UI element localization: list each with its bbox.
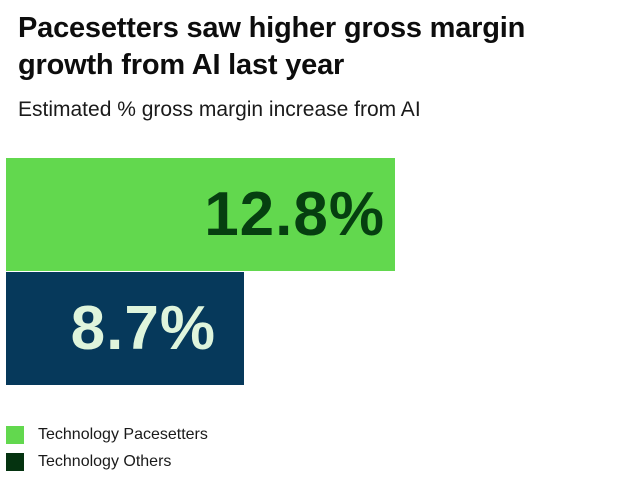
legend-item-pacesetters: Technology Pacesetters [6,422,208,448]
chart-subtitle: Estimated % gross margin increase from A… [18,98,421,121]
bar-value-label: 8.7% [70,294,216,363]
legend-swatch [6,453,24,471]
legend-label: Technology Pacesetters [38,426,208,443]
legend-label: Technology Others [38,453,172,470]
legend-swatch [6,426,24,444]
bar-technology-pacesetters: 12.8% [6,158,395,271]
chart-title: Pacesetters saw higher gross margin grow… [18,12,526,81]
bar-value-label: 12.8% [204,180,385,249]
bar-technology-others: 8.7% [6,272,244,385]
legend: Technology Pacesetters Technology Others [6,422,208,476]
legend-item-others: Technology Others [6,449,208,475]
